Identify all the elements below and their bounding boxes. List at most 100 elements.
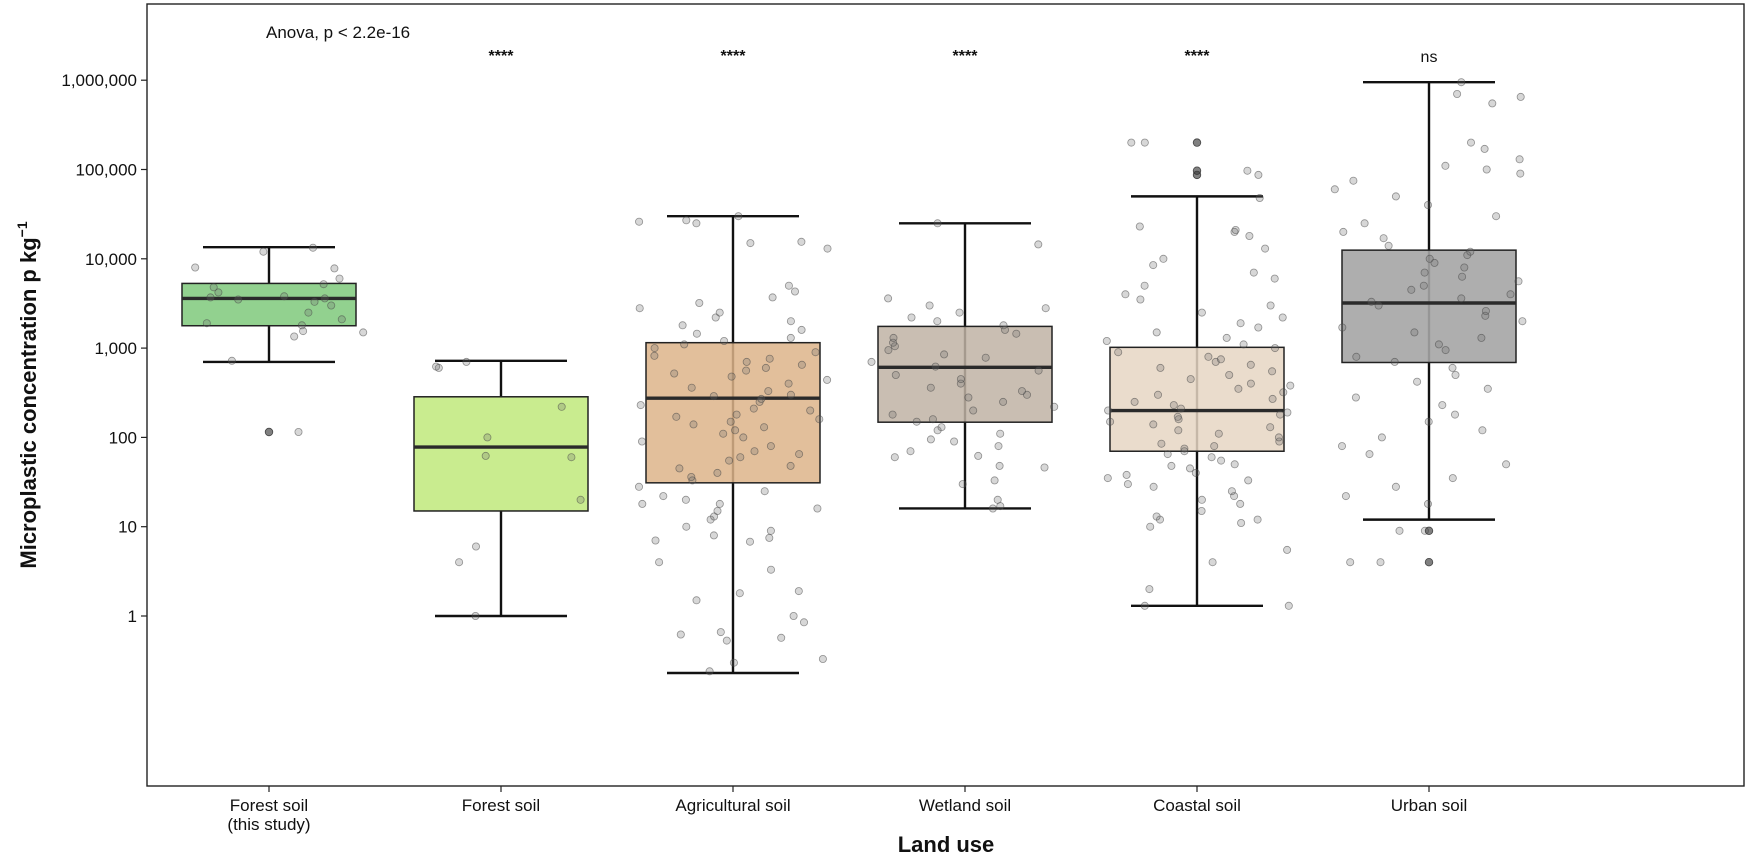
data-point bbox=[731, 426, 740, 435]
data-point bbox=[797, 325, 806, 334]
data-point bbox=[795, 450, 804, 459]
data-point bbox=[823, 375, 832, 384]
data-point bbox=[1453, 90, 1462, 99]
data-point bbox=[455, 558, 464, 567]
data-point bbox=[891, 370, 900, 379]
box-group bbox=[1109, 195, 1285, 608]
significance-layer: **** **** **** **** ns bbox=[489, 48, 1438, 66]
data-point bbox=[1374, 301, 1383, 310]
box-group bbox=[645, 214, 821, 675]
data-point bbox=[1424, 499, 1433, 508]
data-point bbox=[280, 292, 289, 301]
data-point bbox=[1236, 499, 1245, 508]
data-point bbox=[1516, 92, 1525, 101]
data-point bbox=[713, 506, 722, 515]
data-point bbox=[635, 217, 644, 226]
data-point bbox=[1424, 200, 1433, 209]
data-point bbox=[993, 495, 1002, 504]
data-point bbox=[811, 348, 820, 357]
data-point bbox=[294, 427, 303, 436]
data-point bbox=[1425, 254, 1434, 263]
data-point bbox=[766, 526, 775, 535]
data-point bbox=[290, 332, 299, 341]
anova-annotation: Anova, p < 2.2e-16 bbox=[266, 23, 410, 42]
data-point bbox=[735, 589, 744, 598]
data-point bbox=[890, 453, 899, 462]
data-point bbox=[1157, 439, 1166, 448]
data-point bbox=[1114, 348, 1123, 357]
data-point bbox=[1208, 558, 1217, 567]
data-point bbox=[1266, 423, 1275, 432]
data-point bbox=[1349, 176, 1358, 185]
data-point bbox=[259, 247, 268, 256]
significance-label: **** bbox=[489, 48, 515, 65]
data-point bbox=[1041, 304, 1050, 313]
data-point bbox=[1261, 244, 1270, 253]
data-point bbox=[786, 317, 795, 326]
data-point bbox=[1516, 169, 1525, 178]
data-point bbox=[1274, 433, 1283, 442]
data-point bbox=[227, 356, 236, 365]
data-point bbox=[1457, 294, 1466, 303]
data-point bbox=[1034, 366, 1043, 375]
data-point bbox=[746, 239, 755, 248]
data-point bbox=[988, 504, 997, 513]
y-tick-label: 1 bbox=[128, 607, 137, 626]
data-point bbox=[1266, 301, 1275, 310]
data-point bbox=[1286, 381, 1295, 390]
data-point bbox=[1225, 370, 1234, 379]
data-point bbox=[330, 264, 339, 273]
data-point bbox=[1249, 268, 1258, 277]
data-point bbox=[768, 293, 777, 302]
data-point bbox=[1283, 408, 1292, 417]
data-point bbox=[1050, 402, 1059, 411]
data-point bbox=[1492, 212, 1501, 221]
box-iqr bbox=[1341, 249, 1517, 364]
significance-label: ns bbox=[1421, 49, 1438, 66]
box-group bbox=[181, 245, 357, 364]
data-point bbox=[981, 353, 990, 362]
data-point bbox=[1106, 417, 1115, 426]
data-point bbox=[705, 667, 714, 676]
data-point bbox=[1207, 453, 1216, 462]
data-point bbox=[651, 536, 660, 545]
data-point bbox=[1506, 290, 1515, 299]
y-tick-label: 10,000 bbox=[85, 250, 137, 269]
data-point bbox=[1245, 231, 1254, 240]
y-axis-title-main: Microplastic concentration p kg bbox=[16, 237, 41, 568]
data-point bbox=[1360, 219, 1369, 228]
data-point bbox=[1167, 461, 1176, 470]
data-point bbox=[734, 212, 743, 221]
data-point bbox=[638, 437, 647, 446]
data-point bbox=[1460, 263, 1469, 272]
data-point bbox=[682, 522, 691, 531]
data-point bbox=[1197, 308, 1206, 317]
data-point bbox=[786, 390, 795, 399]
data-point bbox=[818, 655, 827, 664]
data-point bbox=[815, 415, 824, 424]
x-axis: Forest soil(this study)Forest soil Agricu… bbox=[227, 786, 1467, 834]
data-point bbox=[1191, 468, 1200, 477]
data-point bbox=[299, 327, 308, 336]
data-point bbox=[310, 297, 319, 306]
data-point bbox=[692, 219, 701, 228]
data-point bbox=[786, 333, 795, 342]
data-point bbox=[1154, 390, 1163, 399]
data-point bbox=[650, 344, 659, 353]
data-point bbox=[1284, 601, 1293, 610]
data-point bbox=[659, 492, 668, 501]
data-point bbox=[800, 618, 809, 627]
data-point bbox=[749, 404, 758, 413]
data-point bbox=[206, 293, 215, 302]
y-tick-label: 10 bbox=[118, 518, 137, 537]
data-point bbox=[760, 487, 769, 496]
data-point bbox=[1136, 295, 1145, 304]
data-point bbox=[576, 495, 585, 504]
data-point bbox=[1156, 363, 1165, 372]
data-point bbox=[950, 437, 959, 446]
data-point bbox=[1478, 426, 1487, 435]
data-point bbox=[689, 420, 698, 429]
x-tick-label: Urban soil bbox=[1391, 796, 1468, 815]
y-axis: 1 10 100 1,000 10,000 100,000 1,000,000 bbox=[61, 71, 147, 626]
data-point bbox=[1001, 325, 1010, 334]
